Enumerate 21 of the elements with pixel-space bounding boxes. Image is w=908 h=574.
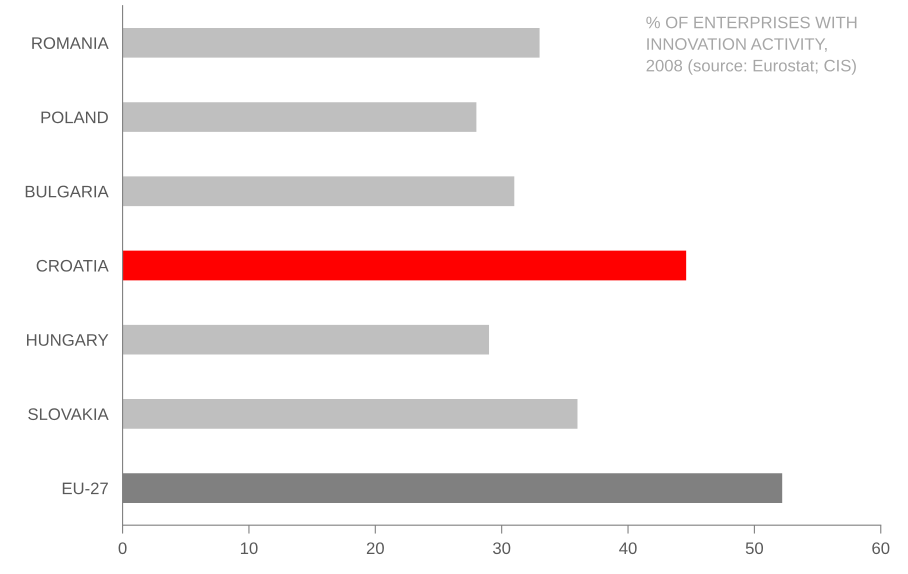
y-tick-label: BULGARIA — [26, 186, 109, 198]
x-tick-label: 60 — [872, 542, 890, 554]
x-tick-label: 50 — [746, 542, 764, 554]
bar — [122, 399, 578, 429]
bar — [122, 250, 686, 280]
y-tick-label: POLAND — [42, 111, 108, 124]
x-tick-label: 40 — [619, 542, 637, 554]
bar — [122, 28, 540, 58]
x-tick-label: 20 — [366, 542, 384, 554]
y-tick-label: SLOVAKIA — [28, 408, 109, 420]
y-tick-label: HUNGARY — [27, 334, 108, 346]
bar — [122, 102, 476, 132]
x-tick-label: 10 — [240, 542, 258, 554]
annotation: % OF ENTERPRISES WITH INNOVATION ACTIVITY, 2008 (source: Eurostat; CIS) — [646, 16, 856, 75]
bar — [122, 176, 514, 206]
y-tick-label: CROATIA — [36, 260, 109, 272]
y-tick-label: ROMANIA — [32, 37, 109, 50]
x-tick-label: 0 — [118, 542, 127, 554]
y-tick-label: EU-27 — [62, 482, 108, 494]
bar — [122, 324, 490, 355]
x-tick-label: 30 — [493, 542, 510, 554]
